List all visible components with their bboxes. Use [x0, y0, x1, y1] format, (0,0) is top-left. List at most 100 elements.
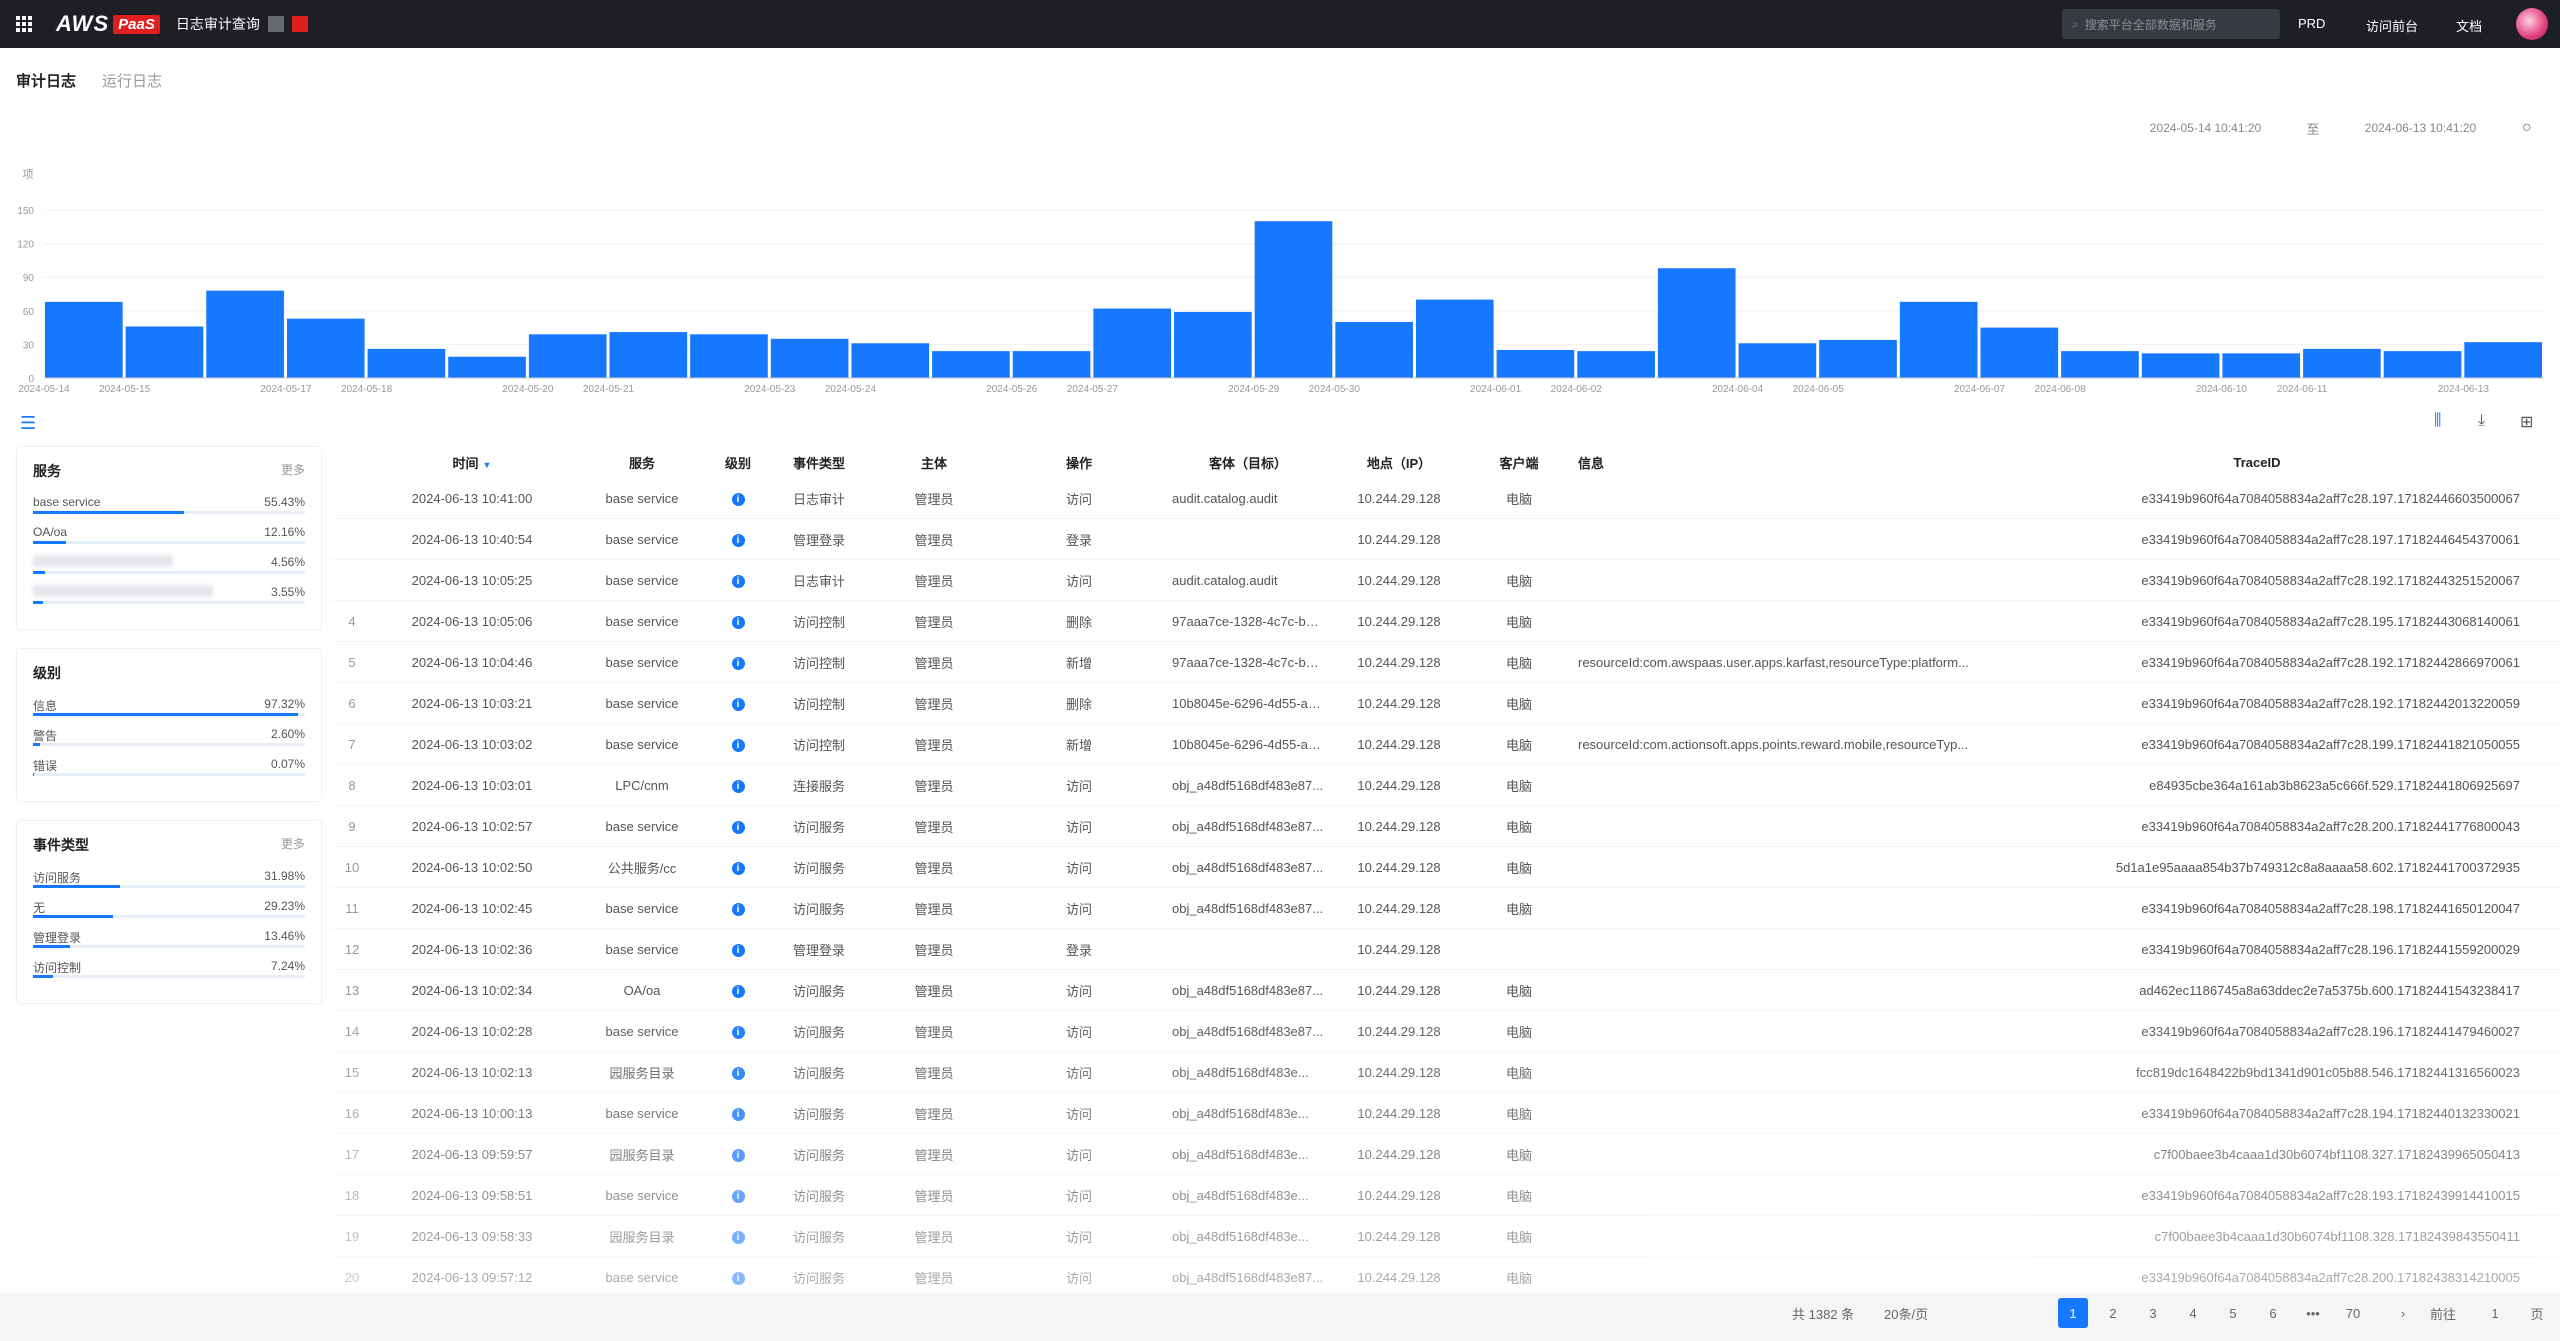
portal-link[interactable]: 访问前台	[2366, 16, 2418, 35]
chart-bar	[1739, 343, 1817, 378]
header-time[interactable]: 时间▼	[372, 453, 572, 472]
facet-item[interactable]: 3.55%	[33, 585, 305, 604]
row-index: 14	[332, 1024, 372, 1039]
avatar[interactable]	[2516, 8, 2548, 40]
row-time: 2024-06-13 10:02:57	[372, 819, 572, 834]
docs-link[interactable]: 文档	[2456, 16, 2482, 35]
goto-label: 前往	[2428, 1298, 2458, 1328]
page-button[interactable]: 70	[2338, 1298, 2368, 1328]
info-level-icon: i	[732, 780, 745, 793]
chart-x-tick-label: 2024-06-07	[1954, 384, 2006, 395]
chart-bar	[126, 326, 204, 378]
chart-bar	[1255, 221, 1333, 378]
page-button[interactable]: 2	[2098, 1298, 2128, 1328]
columns-icon[interactable]: ⫼	[2434, 412, 2441, 430]
sort-desc-icon[interactable]: ▼	[483, 460, 492, 470]
row-client: 电脑	[1474, 1022, 1564, 1041]
page-button[interactable]: 5	[2218, 1298, 2248, 1328]
row-subject: 管理员	[874, 858, 994, 877]
row-service: base service	[572, 737, 712, 752]
info-level-icon: i	[732, 903, 745, 916]
facet-header: 级别	[33, 663, 305, 683]
chart-x-tick-label: 2024-05-29	[1228, 384, 1280, 395]
row-operation: 访问	[994, 817, 1164, 836]
page-button[interactable]: 6	[2258, 1298, 2288, 1328]
facet-more-link[interactable]: 更多	[281, 461, 305, 481]
row-level: i	[712, 859, 764, 875]
facet-item[interactable]: 4.56%	[33, 555, 305, 574]
row-level: i	[712, 1023, 764, 1039]
page-button[interactable]: 3	[2138, 1298, 2168, 1328]
chart-x-tick-label: 2024-06-13	[2438, 384, 2490, 395]
logo[interactable]: AWS PaaS	[56, 11, 160, 37]
page-button[interactable]: 4	[2178, 1298, 2208, 1328]
goto-page-input[interactable]: 1	[2480, 1298, 2510, 1328]
row-index: 4	[332, 614, 372, 629]
row-subject: 管理员	[874, 1227, 994, 1246]
facet-item-bar	[33, 915, 305, 918]
env-label[interactable]: PRD	[2298, 16, 2325, 31]
download-icon[interactable]: ⤓	[2478, 412, 2485, 430]
row-level: i	[712, 941, 764, 957]
row-object: audit.catalog.audit	[1164, 491, 1324, 506]
page-button[interactable]: 1	[2058, 1298, 2088, 1328]
page-ellipsis[interactable]: •••	[2298, 1298, 2328, 1328]
row-event-type: 连接服务	[764, 776, 874, 795]
row-level: i	[712, 572, 764, 588]
row-index: 11	[332, 901, 372, 916]
row-event-type: 访问服务	[764, 1145, 874, 1164]
theme-square-icon[interactable]	[268, 16, 284, 32]
row-client: 电脑	[1474, 1145, 1564, 1164]
app-grid-icon[interactable]	[16, 16, 32, 32]
theme-square-red-icon[interactable]	[292, 16, 308, 32]
facet-more-link[interactable]: 更多	[281, 835, 305, 855]
page-size-select[interactable]: 20条/页	[1884, 1298, 1928, 1328]
row-time: 2024-06-13 10:02:50	[372, 860, 572, 875]
global-search-input[interactable]: ⌕ 搜索平台全部数据和服务	[2062, 9, 2280, 39]
tab-audit-log[interactable]: 审计日志	[16, 70, 76, 91]
facet-item-label: 访问服务	[33, 869, 81, 885]
list-menu-icon[interactable]: ☰	[20, 413, 36, 434]
tab-run-log[interactable]: 运行日志	[102, 70, 162, 91]
chart-x-tick-label: 2024-05-17	[260, 384, 312, 395]
row-time: 2024-06-13 10:03:21	[372, 696, 572, 711]
next-page-button[interactable]: ›	[2388, 1298, 2418, 1328]
row-service: base service	[572, 1106, 712, 1121]
layout-icon[interactable]: ⊞	[2520, 412, 2533, 432]
facet-item-bar-fill	[33, 975, 53, 978]
row-service: LPC/cnm	[572, 778, 712, 793]
row-operation: 访问	[994, 1022, 1164, 1041]
chart-bar	[2142, 353, 2220, 378]
